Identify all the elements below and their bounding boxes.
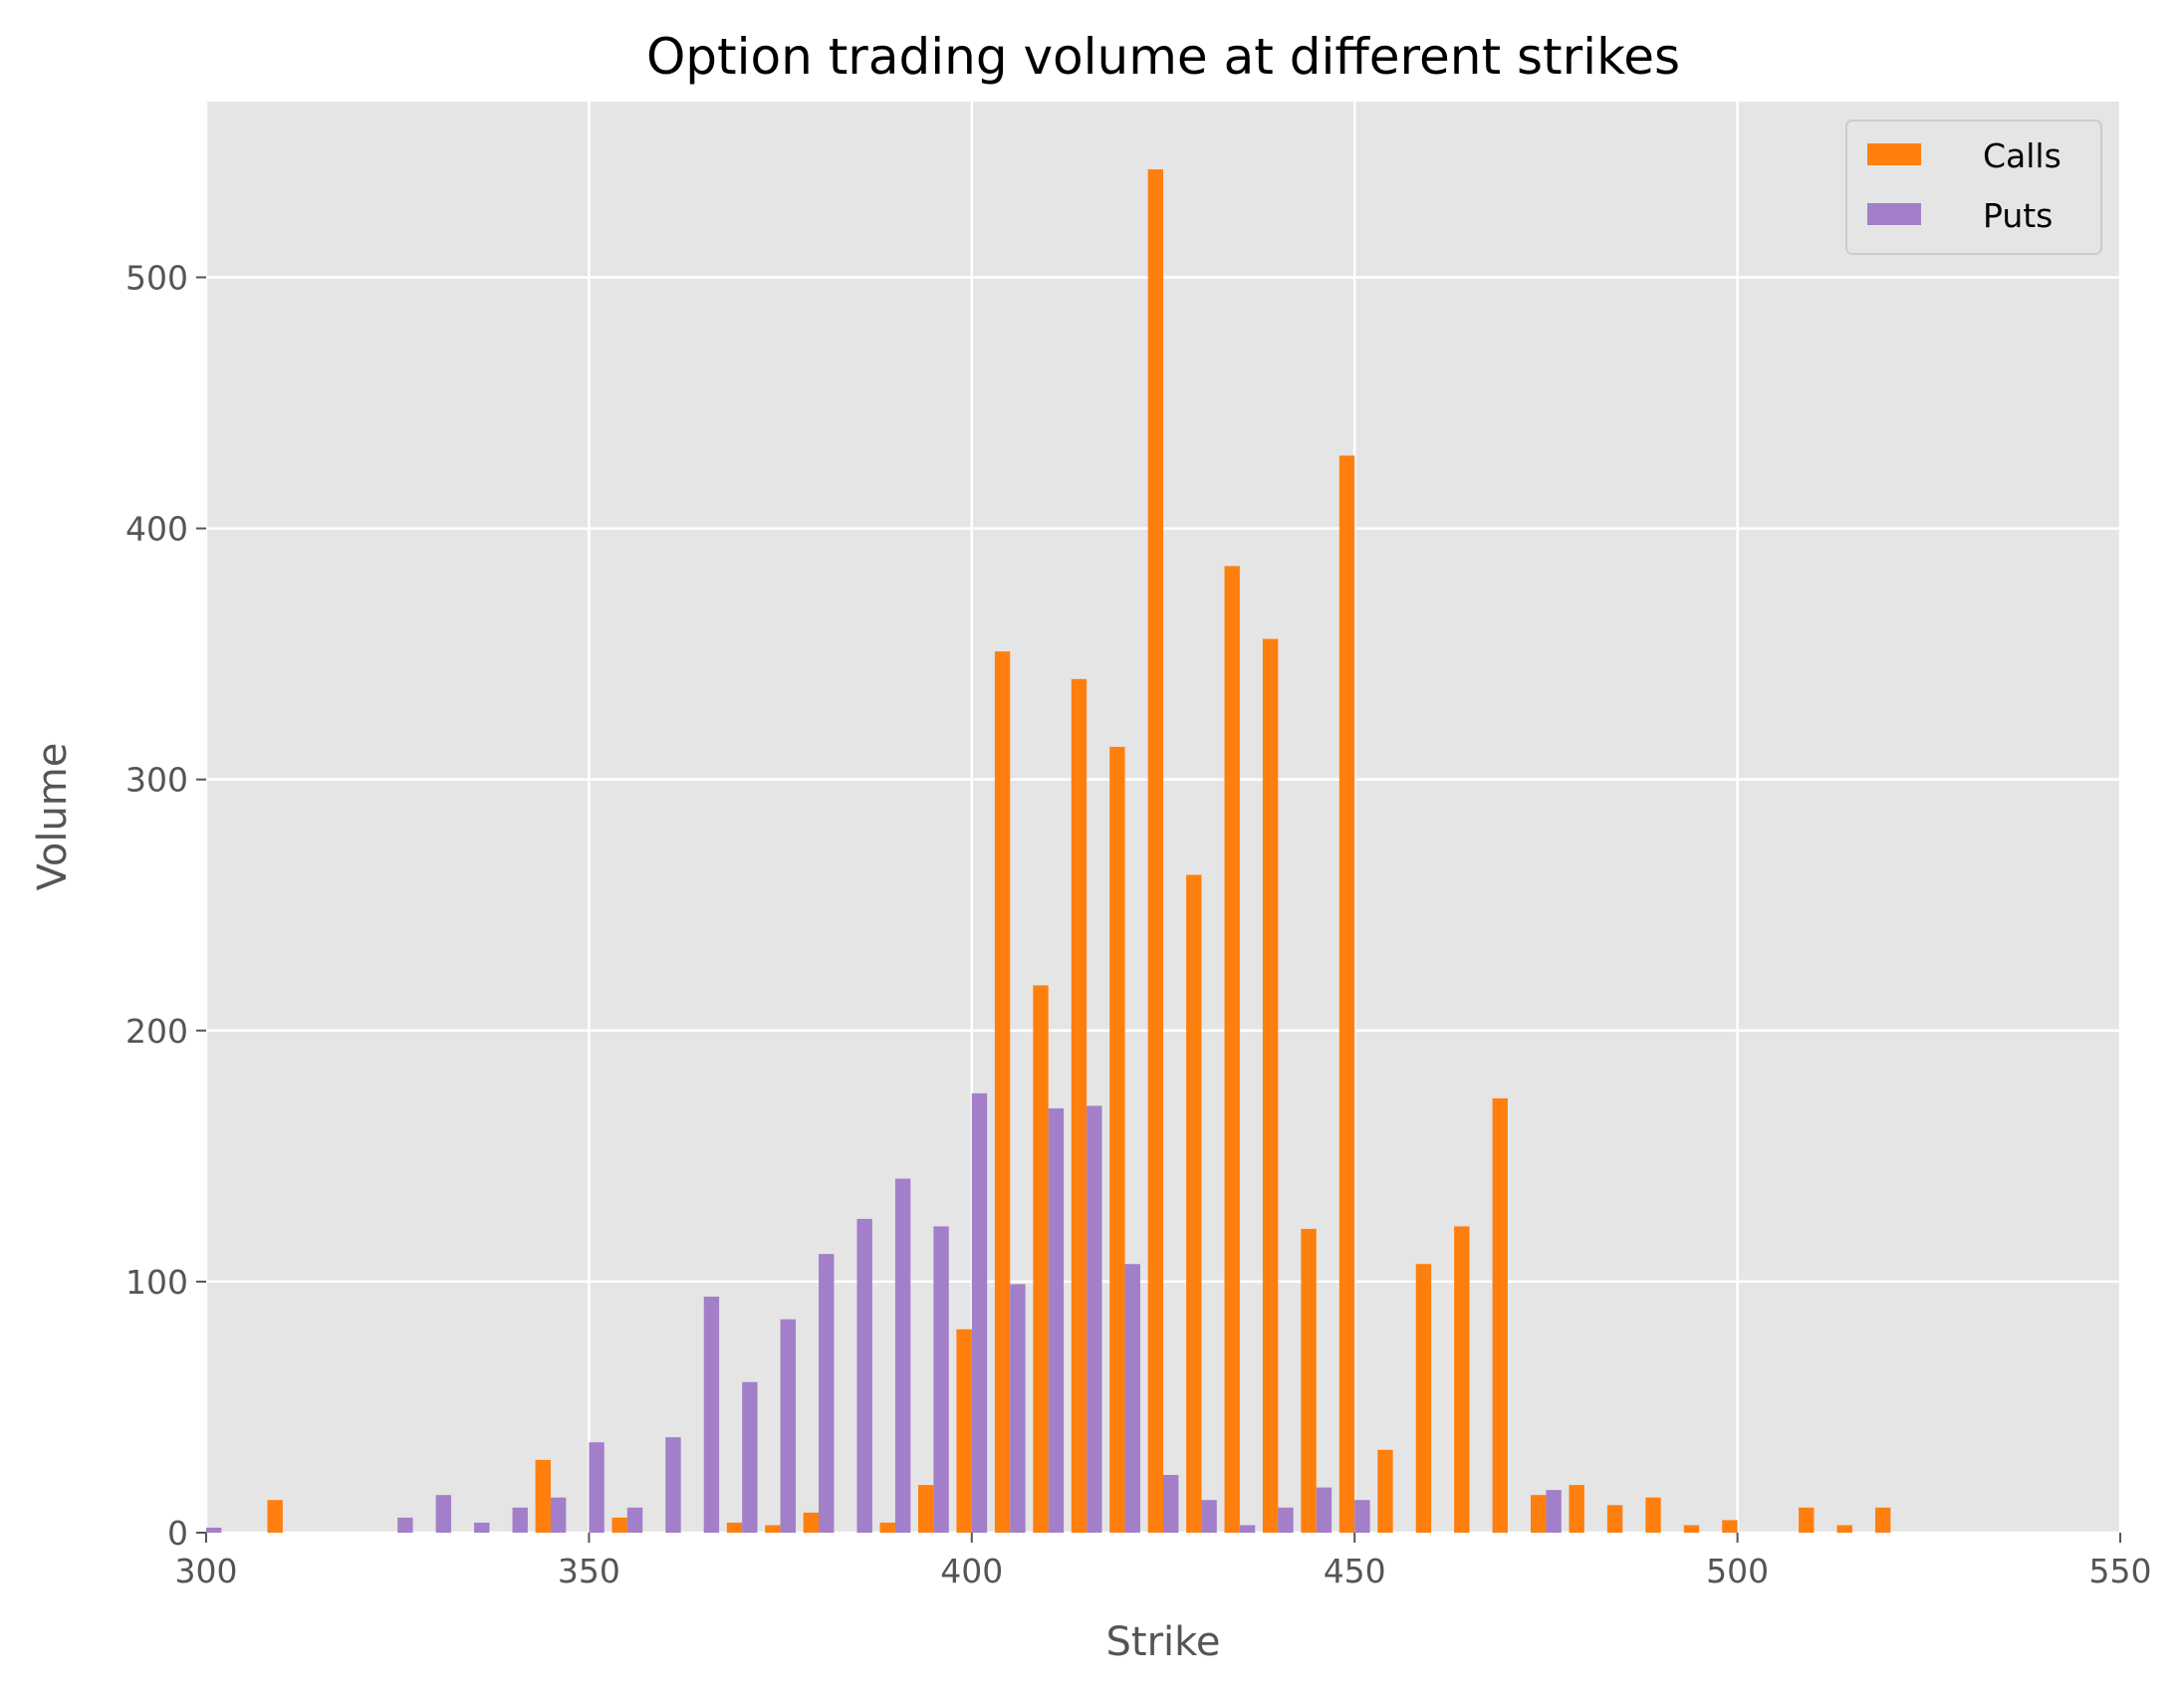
y-tick-label: 500 [125, 258, 188, 297]
bar-calls [1722, 1520, 1738, 1533]
x-tick-label: 500 [1706, 1552, 1769, 1590]
legend-swatch-calls [1867, 143, 1921, 165]
bar-calls [535, 1459, 551, 1533]
x-tick-label: 300 [175, 1552, 238, 1590]
bar-calls [1874, 1507, 1891, 1533]
bar-puts [1239, 1525, 1256, 1533]
bar-puts [435, 1495, 452, 1533]
bar-calls [1836, 1525, 1852, 1533]
legend-label-calls: Calls [1983, 136, 2062, 175]
bar-puts [626, 1507, 643, 1533]
bar-calls [765, 1525, 781, 1533]
bar-calls [956, 1329, 972, 1533]
legend-box [1845, 120, 2102, 255]
bar-calls [1377, 1449, 1393, 1533]
bar-puts [550, 1497, 567, 1533]
bar-puts [894, 1178, 911, 1533]
bar-puts [971, 1092, 988, 1533]
bar-calls [1799, 1507, 1815, 1533]
y-tick-label: 300 [125, 761, 188, 800]
bar-puts [1354, 1500, 1370, 1533]
bar-puts [1316, 1487, 1333, 1533]
chart-title: Option trading volume at different strik… [646, 28, 1680, 86]
bar-calls [1224, 566, 1240, 1533]
bar-puts [474, 1522, 490, 1533]
y-tick-label: 200 [125, 1012, 188, 1051]
bar-puts [1124, 1264, 1140, 1533]
bar-calls [1492, 1097, 1508, 1533]
bars [206, 169, 1891, 1533]
bar-calls [726, 1522, 743, 1533]
bar-calls [1569, 1485, 1584, 1533]
x-tick-label: 350 [558, 1552, 620, 1590]
bar-calls [1454, 1226, 1470, 1533]
bar-calls [1186, 874, 1202, 1533]
bar-calls [1301, 1228, 1317, 1533]
bar-calls [994, 651, 1011, 1533]
bar-calls [267, 1500, 283, 1533]
x-ticks: 300 350 400 450 500 550 [175, 1533, 2152, 1590]
y-tick-label: 0 [167, 1514, 188, 1553]
x-tick-label: 550 [2089, 1552, 2152, 1590]
bar-calls [1262, 638, 1279, 1533]
legend-label-puts: Puts [1983, 196, 2053, 235]
bar-puts [1546, 1490, 1562, 1533]
bar-puts [742, 1381, 758, 1533]
bar-calls [1415, 1264, 1432, 1533]
bar-calls [1531, 1495, 1547, 1533]
bar-calls [1071, 678, 1088, 1533]
x-axis-label: Strike [1106, 1619, 1221, 1665]
bar-puts [856, 1218, 872, 1533]
bar-puts [1048, 1107, 1065, 1533]
bar-calls [879, 1522, 895, 1533]
legend: Calls Puts [1845, 120, 2102, 255]
bar-puts [1201, 1500, 1217, 1533]
bar-puts [780, 1319, 796, 1533]
y-ticks: 0 100 200 300 400 500 [125, 258, 206, 1553]
bar-puts [589, 1442, 605, 1533]
bar-puts [819, 1254, 835, 1533]
bar-calls [1338, 455, 1355, 1533]
bar-calls [1109, 746, 1125, 1533]
bar-puts [397, 1517, 413, 1533]
y-axis-label: Volume [30, 743, 76, 891]
legend-swatch-puts [1867, 203, 1921, 225]
bar-calls [611, 1517, 627, 1533]
bar-calls [1033, 985, 1049, 1533]
bar-calls [1683, 1525, 1700, 1533]
bar-puts [665, 1437, 681, 1533]
bar-calls [1606, 1505, 1623, 1533]
x-tick-label: 450 [1324, 1552, 1386, 1590]
bar-calls [803, 1512, 820, 1533]
bar-puts [1278, 1507, 1294, 1533]
bar-puts [512, 1507, 528, 1533]
bar-calls [917, 1485, 934, 1533]
bar-puts [703, 1297, 720, 1533]
bar-puts [933, 1226, 949, 1533]
x-tick-label: 400 [940, 1552, 1003, 1590]
y-tick-label: 400 [125, 510, 188, 549]
bar-puts [1010, 1284, 1026, 1533]
y-tick-label: 100 [125, 1263, 188, 1302]
bar-puts [1163, 1475, 1179, 1533]
bar-puts [1087, 1105, 1102, 1533]
bar-calls [1147, 169, 1163, 1533]
bar-puts [206, 1527, 222, 1533]
bar-calls [1645, 1497, 1661, 1533]
